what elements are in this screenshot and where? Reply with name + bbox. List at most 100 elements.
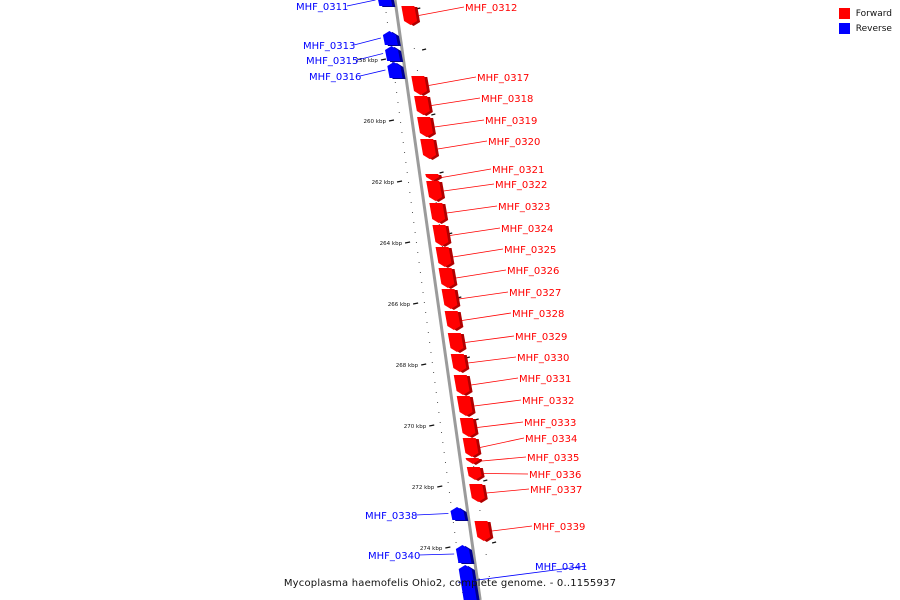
gene-label[interactable]: MHF_0320: [488, 137, 540, 148]
gene-arrow-mhf_0317[interactable]: [411, 76, 427, 95]
gene-arrow-mhf_0339[interactable]: [474, 521, 491, 541]
gene-arrow-mhf_0331[interactable]: [453, 375, 470, 395]
gene-label[interactable]: MHF_0330: [517, 353, 569, 364]
gene-label[interactable]: MHF_0335: [527, 453, 579, 464]
gene-label[interactable]: MHF_0323: [498, 202, 550, 213]
gene-arrow-mhf_0338[interactable]: [450, 507, 466, 520]
scale-label: 274 kbp: [420, 546, 443, 552]
gene-arrow-mhf_0311[interactable]: [378, 0, 393, 6]
gene-label[interactable]: MHF_0336: [529, 470, 581, 481]
gene-arrow-mhf_0323[interactable]: [429, 203, 446, 223]
gene-arrow-mhf_0340[interactable]: [455, 545, 472, 563]
gene-arrow-mhf_0312[interactable]: [401, 6, 418, 25]
gene-label[interactable]: MHF_0329: [515, 332, 567, 343]
scale-label: 264 kbp: [380, 241, 403, 247]
gene-label[interactable]: MHF_0333: [524, 418, 576, 429]
track-dot: [416, 70, 418, 71]
scale-dot: [444, 462, 446, 463]
gene-arrow-mhf_0327[interactable]: [441, 289, 458, 309]
gene-arrow-mhf_0315[interactable]: [385, 46, 401, 61]
scale-dot: [397, 102, 399, 103]
gene-leader-line: [455, 269, 507, 279]
scale-dot: [447, 482, 449, 483]
gene-leader-line: [481, 456, 527, 462]
gene-label[interactable]: MHF_0332: [522, 396, 574, 407]
scale-tick: [413, 302, 419, 305]
gene-label[interactable]: MHF_0311: [296, 2, 348, 13]
scale-dot: [427, 332, 429, 333]
gene-arrow-mhf_0332[interactable]: [456, 396, 473, 416]
gene-arrow-mhf_0325[interactable]: [435, 247, 452, 267]
gene-arrow-mhf_0321[interactable]: [425, 174, 440, 181]
scale-dot: [442, 442, 444, 443]
gene-label[interactable]: MHF_0328: [512, 309, 564, 320]
gene-label[interactable]: MHF_0327: [509, 288, 561, 299]
scale-dot: [419, 272, 421, 273]
gene-label[interactable]: MHF_0337: [530, 485, 582, 496]
legend-item-reverse[interactable]: Reverse: [838, 23, 892, 34]
gene-arrow-mhf_0316[interactable]: [387, 62, 403, 78]
gene-label[interactable]: MHF_0313: [303, 41, 355, 52]
genome-caption: Mycoplasma haemofelis Ohio2, complete ge…: [283, 578, 617, 589]
gene-label[interactable]: MHF_0322: [495, 180, 547, 191]
gene-label[interactable]: MHF_0324: [501, 224, 553, 235]
scale-label: 258 kbp: [355, 58, 378, 64]
gene-arrow-mhf_0334[interactable]: [462, 438, 479, 457]
track-dot: [413, 48, 415, 49]
gene-label[interactable]: MHF_0318: [481, 94, 533, 105]
gene-arrow-mhf_0320[interactable]: [420, 139, 437, 159]
gene-arrow-mhf_0341[interactable]: [458, 565, 477, 600]
gene-label[interactable]: MHF_0340: [368, 551, 420, 562]
gene-arrow-mhf_0322[interactable]: [426, 181, 443, 201]
gene-label[interactable]: MHF_0321: [492, 165, 544, 176]
gene-arrow-mhf_0326[interactable]: [438, 268, 455, 288]
gene-label[interactable]: MHF_0331: [519, 374, 571, 385]
gene-label[interactable]: MHF_0312: [465, 3, 517, 14]
scale-tick: [380, 58, 387, 61]
gene-arrow-mhf_0336[interactable]: [466, 467, 482, 480]
gene-label[interactable]: MHF_0325: [504, 245, 556, 256]
gene-leader-line: [474, 399, 522, 407]
gene-arrow-mhf_0337[interactable]: [469, 484, 485, 502]
track-dot: [473, 466, 475, 467]
gene-arrow-mhf_0324[interactable]: [432, 225, 449, 246]
track-dot: [488, 576, 490, 577]
gene-label[interactable]: MHF_0319: [485, 116, 537, 127]
legend-item-forward[interactable]: Forward: [838, 8, 892, 19]
scale-dot: [455, 542, 457, 543]
gene-leader-line: [359, 69, 386, 77]
gene-arrow-mhf_0333[interactable]: [459, 418, 476, 437]
gene-label[interactable]: MHF_0326: [507, 266, 559, 277]
gene-arrow-mhf_0330[interactable]: [450, 354, 467, 372]
scale-dot: [435, 392, 437, 393]
scale-dot: [448, 492, 450, 493]
gene-leader-line: [428, 76, 477, 86]
scale-dot: [400, 122, 402, 123]
gene-arrow-mhf_0313[interactable]: [382, 31, 398, 45]
gene-leader-line: [418, 553, 455, 556]
gene-label[interactable]: MHF_0334: [525, 434, 577, 445]
gene-arrow-mhf_0335[interactable]: [465, 458, 480, 464]
scale-dot: [408, 182, 410, 183]
scale-dot: [402, 142, 404, 143]
gene-arrow-mhf_0328[interactable]: [444, 311, 461, 330]
gene-label[interactable]: MHF_0338: [365, 511, 417, 522]
gene-arrow-mhf_0318[interactable]: [414, 96, 430, 115]
feature-tick: [431, 113, 436, 116]
track-dot: [435, 202, 437, 203]
gene-label[interactable]: MHF_0315: [306, 56, 358, 67]
gene-leader-line: [471, 377, 519, 386]
scale-dot: [418, 262, 420, 263]
gene-label[interactable]: MHF_0317: [477, 73, 529, 84]
gene-label[interactable]: MHF_0339: [533, 522, 585, 533]
gene-arrow-mhf_0329[interactable]: [447, 333, 464, 352]
gene-leader-line: [477, 421, 524, 428]
scale-tick: [429, 424, 435, 427]
gene-leader-line: [465, 335, 515, 343]
gene-arrow-mhf_0319[interactable]: [417, 117, 433, 137]
scale-dot: [406, 172, 408, 173]
gene-label[interactable]: MHF_0341: [535, 562, 587, 573]
gene-label[interactable]: MHF_0316: [309, 72, 361, 83]
scale-label: 268 kbp: [396, 363, 419, 369]
